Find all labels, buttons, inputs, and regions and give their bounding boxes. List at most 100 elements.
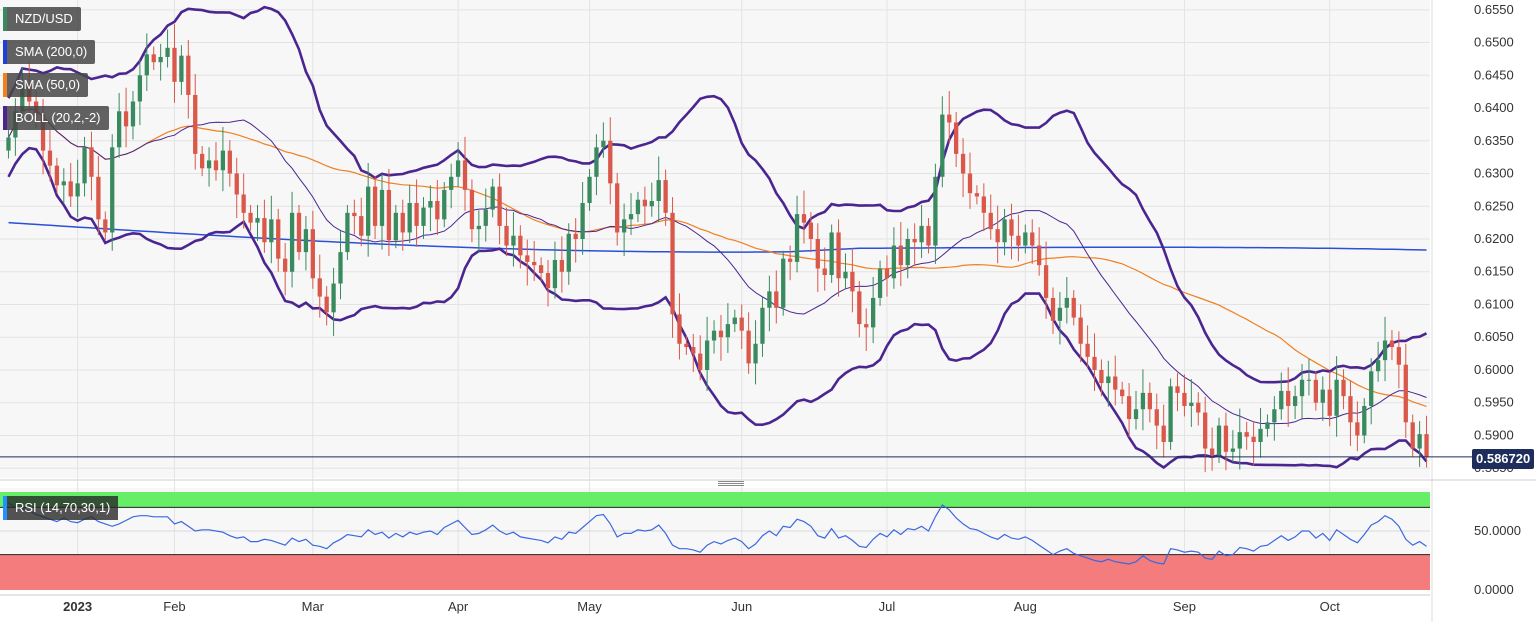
candle-up [905, 239, 910, 266]
candle-down [1182, 392, 1187, 406]
sma50-line [7, 108, 1427, 407]
candle-down [54, 165, 60, 186]
candle-down [68, 181, 73, 197]
y-tick-label: 0.6200 [1474, 231, 1514, 246]
rsi-label: RSI (14,70,30,1) [15, 500, 111, 515]
candle-up [490, 186, 495, 210]
candle-down [504, 225, 509, 246]
candle-up [269, 219, 274, 243]
candle-down [954, 122, 959, 154]
candle-down [746, 330, 751, 364]
y-tick-label: 0.6000 [1474, 362, 1514, 377]
indicator-tag-boll[interactable]: BOLL (20,2,-2) [3, 106, 109, 130]
candle-down [193, 94, 198, 154]
candle-down [1196, 402, 1201, 413]
candle-down [296, 212, 302, 253]
candle-down [947, 114, 952, 123]
candle-up [442, 189, 447, 220]
candle-down [310, 229, 315, 279]
rsi-line [8, 502, 1427, 565]
candle-down [1175, 386, 1180, 393]
candle-down [850, 271, 855, 292]
candle-up [919, 225, 924, 243]
candle-down [739, 317, 744, 331]
rsi-swatch [3, 496, 7, 520]
candle-down [663, 180, 668, 213]
rsi-oversold-zone [0, 554, 1430, 590]
candle-up [61, 181, 66, 186]
rsi-tag[interactable]: RSI (14,70,30,1) [3, 496, 119, 520]
candle-up [206, 160, 212, 169]
candle-up [1417, 434, 1422, 449]
indicator-tag-sma50[interactable]: SMA (50,0) [3, 73, 89, 97]
candle-up [843, 271, 848, 279]
candle-down [352, 212, 357, 217]
candle-up [82, 147, 87, 184]
candle-up [870, 297, 876, 328]
candle-down [1348, 396, 1353, 423]
y-tick-label: 0.5950 [1474, 395, 1514, 410]
candle-down [276, 219, 281, 259]
indicator-label-sma50: SMA (50,0) [15, 77, 81, 92]
y-tick-label: 0.6550 [1474, 2, 1514, 17]
candle-down [1154, 409, 1159, 426]
x-tick-label: Jul [879, 599, 896, 614]
candle-up [725, 324, 731, 338]
candle-down [1244, 432, 1249, 437]
candle-up [1230, 448, 1235, 452]
candle-up [338, 252, 343, 284]
y-tick-label: 0.6250 [1474, 198, 1514, 213]
candle-up [552, 259, 558, 289]
x-tick-label: 2023 [63, 599, 92, 614]
candle-up [1265, 422, 1270, 429]
x-tick-label: Oct [1320, 599, 1341, 614]
candle-down [372, 186, 378, 226]
instrument-tag[interactable]: NZD/USD [3, 7, 81, 31]
candle-up [20, 85, 25, 112]
candle-down [172, 47, 177, 82]
x-tick-label: Sep [1173, 599, 1196, 614]
candle-up [1002, 219, 1007, 243]
candle-up [767, 291, 772, 308]
candle-down [559, 259, 565, 272]
candle-down [1251, 436, 1256, 442]
candle-down [1016, 235, 1021, 246]
candle-up [345, 212, 350, 253]
indicator-tag-sma200[interactable]: SMA (200,0) [3, 40, 96, 64]
candle-down [698, 353, 703, 370]
candle-up [130, 101, 136, 127]
candle-up [379, 189, 385, 226]
candle-down [884, 268, 890, 279]
rsi-tick-label: 50.0000 [1474, 523, 1521, 538]
candle-up [220, 150, 226, 171]
candle-down [774, 291, 779, 308]
candle-down [1043, 265, 1049, 298]
candle-down [123, 111, 129, 127]
candle-up [1279, 390, 1284, 410]
candle-up [891, 245, 897, 279]
candle-down [248, 212, 253, 223]
candle-up [303, 229, 309, 253]
rsi-overbought-zone [0, 492, 1430, 508]
candle-down [400, 212, 405, 233]
candle-up [587, 176, 592, 203]
candle-down [926, 225, 931, 246]
candle-up [483, 209, 488, 226]
candle-down [1120, 389, 1125, 397]
pane-splitter-handle[interactable] [718, 481, 744, 487]
candle-down [538, 265, 544, 274]
candle-up [566, 233, 571, 272]
candle-up [621, 219, 627, 233]
candle-down [1078, 317, 1083, 344]
y-tick-label: 0.6500 [1474, 35, 1514, 50]
candle-up [1299, 379, 1305, 397]
candle-down [89, 147, 94, 177]
candle-down [677, 314, 682, 344]
candle-down [718, 330, 724, 338]
candle-up [704, 340, 710, 370]
candle-up [933, 176, 938, 246]
candle-down [96, 176, 101, 220]
candle-up [580, 202, 585, 239]
x-tick-label: Jun [731, 599, 752, 614]
